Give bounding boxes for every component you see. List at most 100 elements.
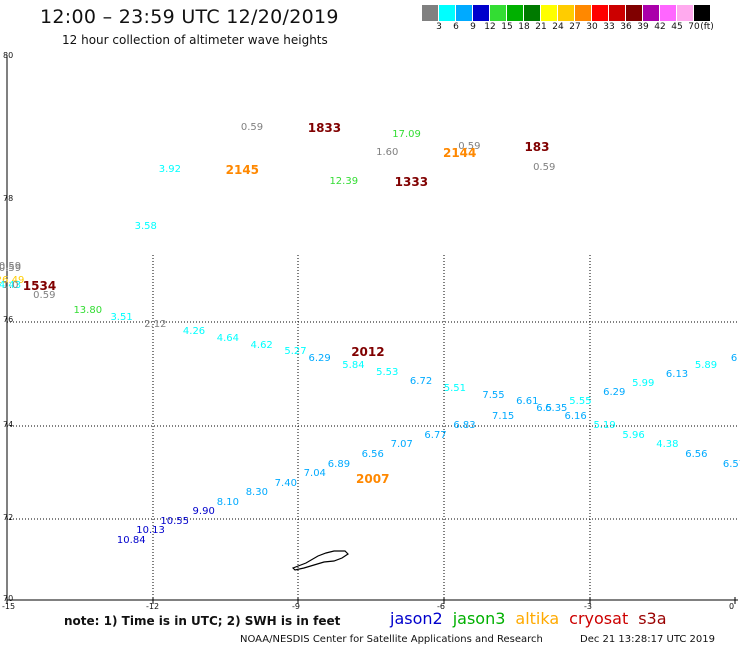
wave-height-label: 6.89	[327, 458, 351, 470]
scale-swatch	[609, 5, 626, 21]
wave-height-label: 6.57	[722, 458, 740, 470]
wave-height-label: 6.77	[424, 429, 447, 441]
wave-height-label: 6.56	[361, 449, 384, 461]
wave-height-label: 6.72	[409, 375, 433, 387]
wave-height-label: 26.49	[0, 275, 25, 287]
wave-height-label: 5.99	[632, 378, 655, 390]
scale-tick-label: 45	[671, 22, 683, 32]
longitude-label: -6	[437, 602, 445, 611]
scale-tick-label: 33	[603, 22, 615, 32]
wave-height-label: 0.59	[0, 260, 22, 272]
wave-height-label: 8.10	[216, 496, 239, 508]
wave-height-label: 1.0	[2, 280, 19, 292]
latitude-label: 80	[3, 51, 14, 60]
wave-height-label: 6.61	[516, 396, 539, 408]
scale-tick-label: 36	[620, 22, 632, 32]
wave-height-label: 6.5	[536, 403, 553, 415]
wave-height-label: 7.40	[274, 477, 297, 489]
scale-swatch	[524, 5, 541, 21]
scale-swatch	[575, 5, 592, 21]
scale-tick-label: 9	[470, 22, 476, 32]
scale-tick-label: 18	[518, 22, 530, 32]
map-subtitle: 12 hour collection of altimeter wave hei…	[62, 33, 328, 47]
coastline-jan-mayen	[291, 550, 349, 571]
wave-height-label: 6.13	[665, 369, 689, 381]
wave-height-label: 4.64	[216, 332, 239, 344]
wave-height-label: 0.59	[533, 161, 556, 173]
scale-tick-label: 15	[501, 22, 513, 32]
wave-height-label: 0.59	[0, 262, 22, 274]
wave-height-label: 4.26	[182, 325, 206, 337]
wave-height-label: 5.53	[376, 366, 399, 378]
wave-height-label: 7.55	[482, 389, 505, 401]
wave-height-label: 3.58	[134, 220, 157, 232]
scale-tick-label: 70	[688, 22, 700, 32]
satellite-cryosat-label: cryosat	[569, 609, 629, 628]
pass-time-label: 2144	[442, 145, 477, 160]
wave-height-label: 10.84	[116, 534, 146, 546]
pass-time-label: 2012	[351, 345, 385, 360]
wave-height-label: 5.27	[284, 346, 307, 358]
wave-height-label: 10.55	[160, 515, 190, 527]
pass-time-label: 2145	[225, 162, 260, 177]
wave-height-label: 5.51	[443, 382, 466, 394]
color-scale-labels: 3 6 9 12 15 18 21 24 27 30 33 36 39 42 45 70 (ft)	[422, 22, 740, 34]
note-text: note: 1) Time is in UTC; 2) SWH is in fe…	[64, 614, 341, 628]
scale-tick-label: 39	[637, 22, 649, 32]
wave-height-label: 2.12	[144, 319, 167, 331]
wave-height-label: 6.29	[603, 387, 626, 399]
scale-unit-label: (ft)	[700, 22, 714, 32]
credit-text: NOAA/NESDIS Center for Satellite Applica…	[240, 634, 543, 645]
scale-tick-label: 27	[569, 22, 581, 32]
wave-height-label: 12.39	[329, 176, 359, 188]
scale-tick-label: 30	[586, 22, 598, 32]
latitude-label: 78	[3, 194, 14, 203]
satellite-jason3-label: jason3	[452, 609, 506, 628]
wave-height-label: 5.84	[342, 360, 365, 372]
wave-height-label: 10.13	[136, 525, 165, 537]
scale-swatch	[507, 5, 524, 21]
scale-swatch	[660, 5, 677, 21]
wave-height-color-scale	[422, 5, 711, 21]
wave-height-label: 7.04	[303, 468, 326, 480]
generated-timestamp: Dec 21 13:28:17 UTC 2019	[580, 634, 715, 645]
scale-swatch	[541, 5, 558, 21]
wave-height-label: 6.29	[308, 353, 331, 365]
wave-height-label: 7.07	[390, 439, 413, 450]
wave-height-label: 6.83	[453, 420, 476, 431]
scale-swatch	[456, 5, 473, 21]
pass-time-label: 2007	[356, 472, 390, 487]
satellite-jason2-label: jason2	[390, 609, 443, 628]
scale-swatch	[626, 5, 643, 21]
latitude-label: 70	[3, 594, 14, 603]
wave-height-label: 0.59	[33, 290, 56, 302]
scale-tick-label: 42	[654, 22, 666, 32]
wave-height-label: 4.38	[656, 439, 679, 450]
longitude-label: -3	[584, 602, 592, 611]
wave-height-label: 5.96	[622, 429, 645, 441]
longitude-label: -9	[292, 602, 300, 611]
wave-height-label: 17.09	[392, 129, 421, 141]
scale-swatch	[473, 5, 490, 21]
scale-tick-label: 12	[484, 22, 496, 32]
scale-swatch	[490, 5, 507, 21]
pass-time-label: 1534	[22, 279, 57, 294]
wave-height-label: 6	[730, 353, 738, 365]
scale-tick-label: 21	[535, 22, 547, 32]
scale-swatch	[422, 5, 439, 21]
longitude-label: 0	[729, 602, 735, 611]
wave-height-label: 8.30	[245, 487, 268, 499]
scale-swatch	[592, 5, 609, 21]
longitude-label: -12	[146, 602, 160, 611]
wave-height-label: 6.35	[545, 403, 568, 415]
wave-height-label: 5.89	[694, 360, 718, 372]
wave-height-label: 5.19	[593, 420, 616, 431]
scale-swatch	[558, 5, 575, 21]
scale-swatch	[694, 5, 711, 21]
satellite-altika-label: altika	[515, 609, 560, 628]
wave-height-label: 4.43	[0, 280, 22, 292]
wave-height-label: 9.90	[192, 506, 215, 518]
scale-swatch	[643, 5, 660, 21]
longitude-label: -15	[2, 602, 16, 611]
